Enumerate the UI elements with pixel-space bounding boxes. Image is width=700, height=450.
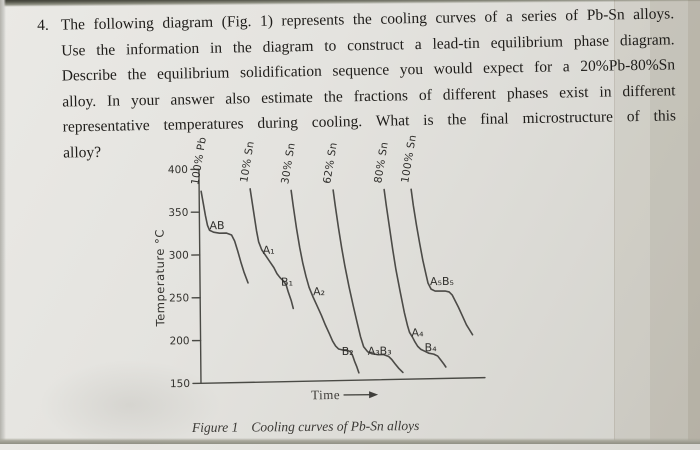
x-axis-label: Time [311, 387, 340, 402]
y-tick-label: 300 [169, 250, 189, 262]
curve-point-label: A₅B₅ [430, 275, 454, 288]
composition-label: 62% Sn [321, 141, 340, 184]
figure-caption-text: Cooling curves of Pb-Sn alloys [251, 418, 419, 434]
time-arrow-head [369, 391, 378, 398]
composition-label: 10% Sn [238, 140, 257, 183]
composition-label: 100% Sn [399, 134, 419, 184]
curve-point-label: AB [209, 219, 224, 232]
y-tick-label: 200 [169, 335, 189, 347]
curve-point-label: B₂ [342, 345, 354, 358]
curve-point-label: A₁ [263, 244, 275, 257]
curve-labels: 100% Pb 10% Sn 30% Sn 62% Sn 80% Sn 100% Sn AB… [189, 133, 455, 359]
curve-point-label: B₁ [281, 275, 293, 288]
curve-point-label: A₂ [313, 285, 325, 298]
curve-point-label: A₄ [411, 326, 424, 339]
composition-label: 80% Sn [372, 141, 391, 184]
y-tick-label: 350 [168, 207, 188, 219]
composition-label: 30% Sn [279, 142, 298, 185]
y-axis-label: Temperature °C [153, 229, 168, 327]
figure-caption: Figure 1 Cooling curves of Pb-Sn alloys [192, 418, 419, 436]
composition-label: 100% Pb [189, 136, 209, 186]
curve-point-label: A₃B₃ [368, 345, 392, 358]
curve-point-label: B₄ [425, 341, 438, 354]
y-tick-label: 250 [169, 292, 189, 304]
figure-caption-label: Figure 1 [192, 420, 239, 435]
y-tick-label: 150 [170, 378, 190, 390]
cooling-curve-100-pb [201, 191, 248, 283]
y-tick-label: 400 [168, 164, 188, 176]
cooling-curve-100-sn [411, 189, 472, 336]
y-axis-ticks: 400 350 300 250 200 150 [168, 164, 201, 390]
